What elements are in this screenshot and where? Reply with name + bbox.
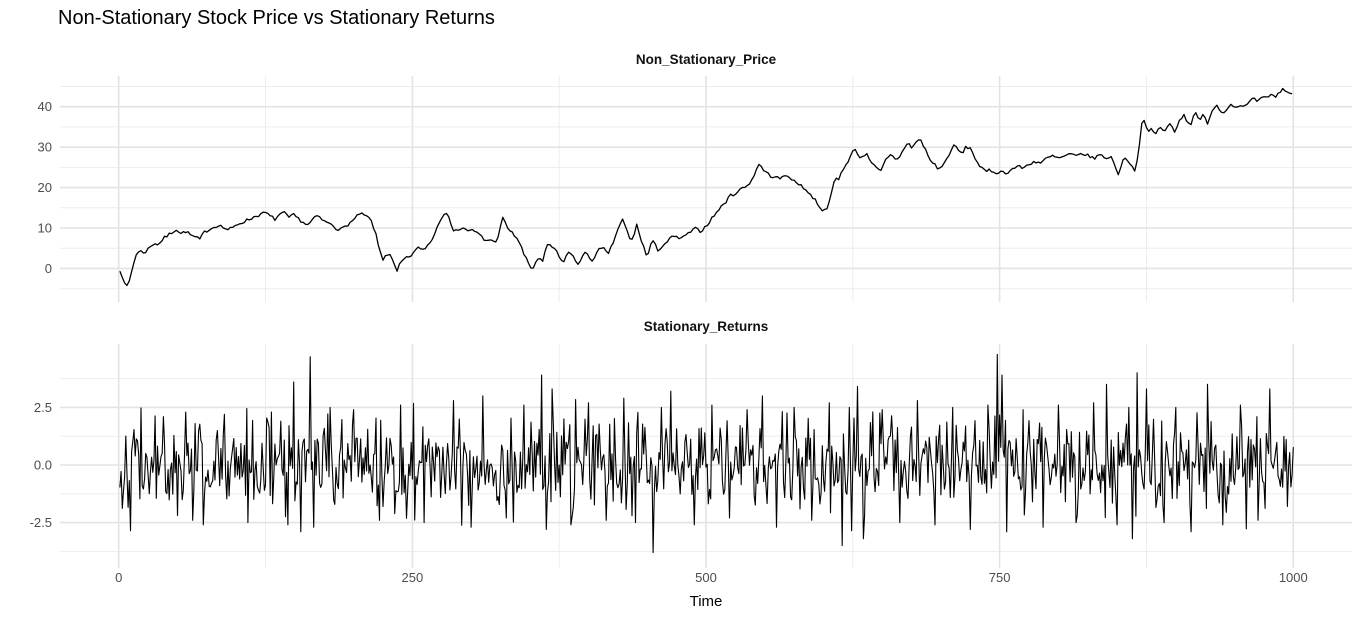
plot-title: Non-Stationary Stock Price vs Stationary… — [58, 7, 495, 29]
x-tick-label: 1000 — [1279, 570, 1308, 585]
y-tick-label: 0 — [45, 261, 52, 276]
x-tick-label: 0 — [115, 570, 122, 585]
y-tick-label: 30 — [38, 140, 52, 155]
y-tick-label: 40 — [38, 99, 52, 114]
price-series-line — [119, 87, 1293, 287]
facet-strip-price: Non_Stationary_Price — [635, 52, 777, 67]
x-tick-label: 250 — [402, 570, 424, 585]
y-tick-label: 0.0 — [34, 458, 52, 473]
x-axis-title: Time — [689, 593, 723, 610]
facet-strip-returns: Stationary_Returns — [643, 319, 769, 334]
y-tick-label: 20 — [38, 180, 52, 195]
y-tick-label: 2.5 — [34, 400, 52, 415]
x-tick-label: 750 — [989, 570, 1011, 585]
y-tick-label: 10 — [38, 221, 52, 236]
x-tick-label: 500 — [695, 570, 717, 585]
y-tick-label: -2.5 — [30, 515, 52, 530]
returns-series-line — [119, 353, 1294, 554]
